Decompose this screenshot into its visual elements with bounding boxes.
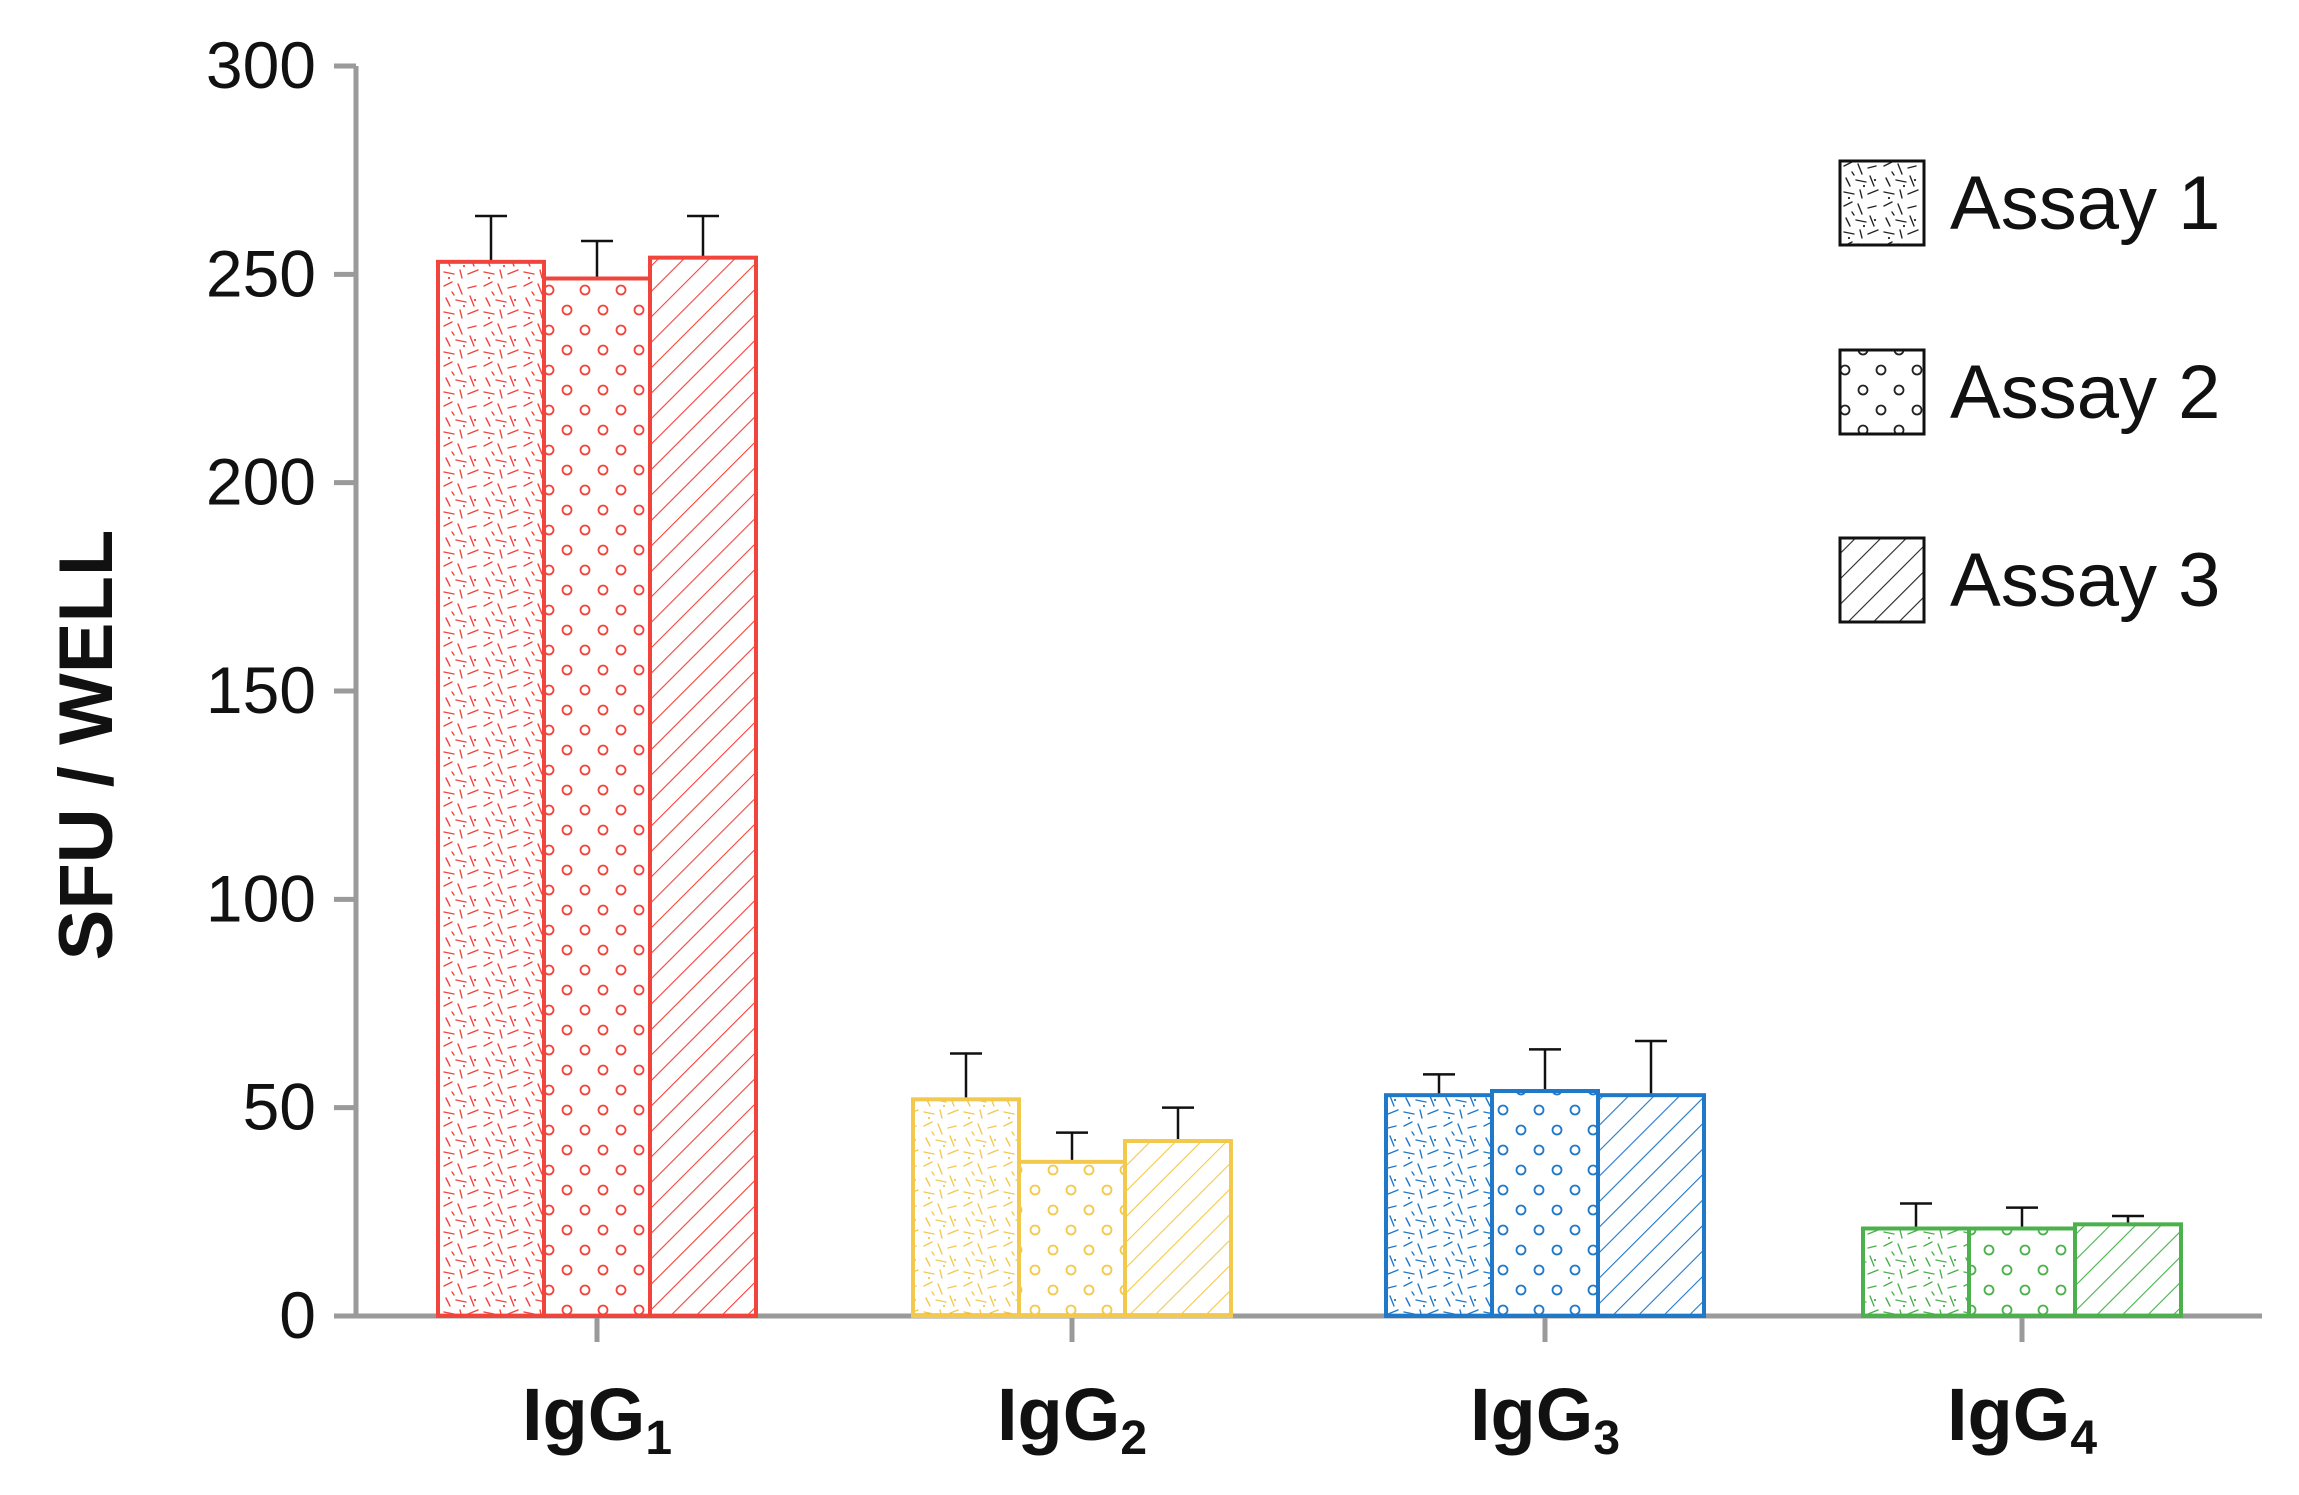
x-tick-label: IgG2 — [997, 1373, 1147, 1465]
legend-label: Assay 1 — [1950, 161, 2220, 246]
bar-assay-3-igg1 — [648, 255, 758, 1319]
bar-assay-2-igg3 — [1490, 1089, 1600, 1318]
legend-swatch — [1838, 536, 1926, 624]
y-tick-label: 250 — [206, 236, 316, 310]
bar-assay-1-igg2 — [911, 1097, 1021, 1319]
y-tick-label: 300 — [206, 28, 316, 102]
x-tick-label: IgG4 — [1947, 1373, 2097, 1465]
bar-assay-1-igg1 — [436, 259, 546, 1318]
legend-label: Assay 3 — [1950, 538, 2220, 623]
bar-assay-1-igg3 — [1384, 1093, 1494, 1318]
bar-assay-2-igg2 — [1017, 1159, 1127, 1319]
y-tick-label: 150 — [206, 653, 316, 727]
y-tick-label: 0 — [279, 1278, 316, 1352]
x-tick-label: IgG3 — [1470, 1373, 1620, 1465]
legend-label: Assay 2 — [1950, 350, 2220, 435]
y-tick-label: 50 — [243, 1070, 316, 1144]
y-tick-label: 200 — [206, 445, 316, 519]
x-tick-label: IgG1 — [522, 1373, 672, 1465]
bar-assay-2-igg4 — [1967, 1226, 2077, 1318]
bar-assay-2-igg1 — [542, 276, 652, 1318]
bar-assay-3-igg3 — [1596, 1093, 1706, 1318]
bar-assay-3-igg2 — [1123, 1139, 1233, 1318]
bar-assay-3-igg4 — [2073, 1222, 2183, 1319]
legend-swatch — [1838, 348, 1926, 436]
legend-swatch — [1838, 159, 1926, 247]
legend-item-assay-3: Assay 3 — [1838, 536, 2220, 624]
bar-assay-1-igg4 — [1861, 1226, 1971, 1318]
y-axis-label: SFU / WELL — [44, 530, 129, 961]
legend-item-assay-2: Assay 2 — [1838, 348, 2220, 436]
legend-item-assay-1: Assay 1 — [1838, 159, 2220, 247]
y-tick-label: 100 — [206, 861, 316, 935]
